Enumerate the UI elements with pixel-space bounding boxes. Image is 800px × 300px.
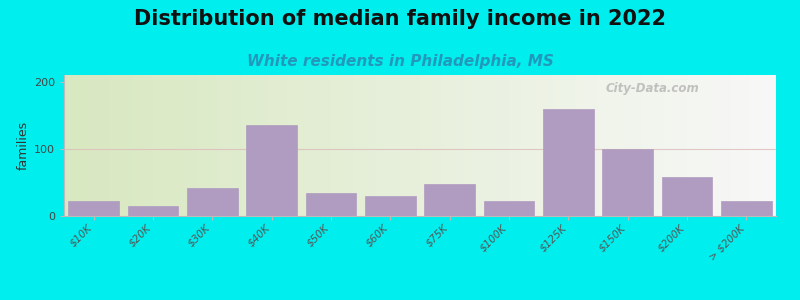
Bar	[484, 201, 534, 216]
Bar	[246, 125, 297, 216]
Bar	[662, 177, 712, 216]
Bar	[425, 184, 475, 216]
Text: Distribution of median family income in 2022: Distribution of median family income in …	[134, 9, 666, 29]
Bar	[128, 206, 178, 216]
Bar	[721, 201, 771, 216]
Bar	[365, 196, 415, 216]
Text: City-Data.com: City-Data.com	[605, 82, 699, 95]
Y-axis label: families: families	[17, 121, 30, 170]
Bar	[187, 188, 238, 216]
Bar	[306, 193, 356, 216]
Text: White residents in Philadelphia, MS: White residents in Philadelphia, MS	[246, 54, 554, 69]
Bar	[543, 109, 594, 216]
Bar	[602, 149, 653, 216]
Bar	[69, 201, 119, 216]
